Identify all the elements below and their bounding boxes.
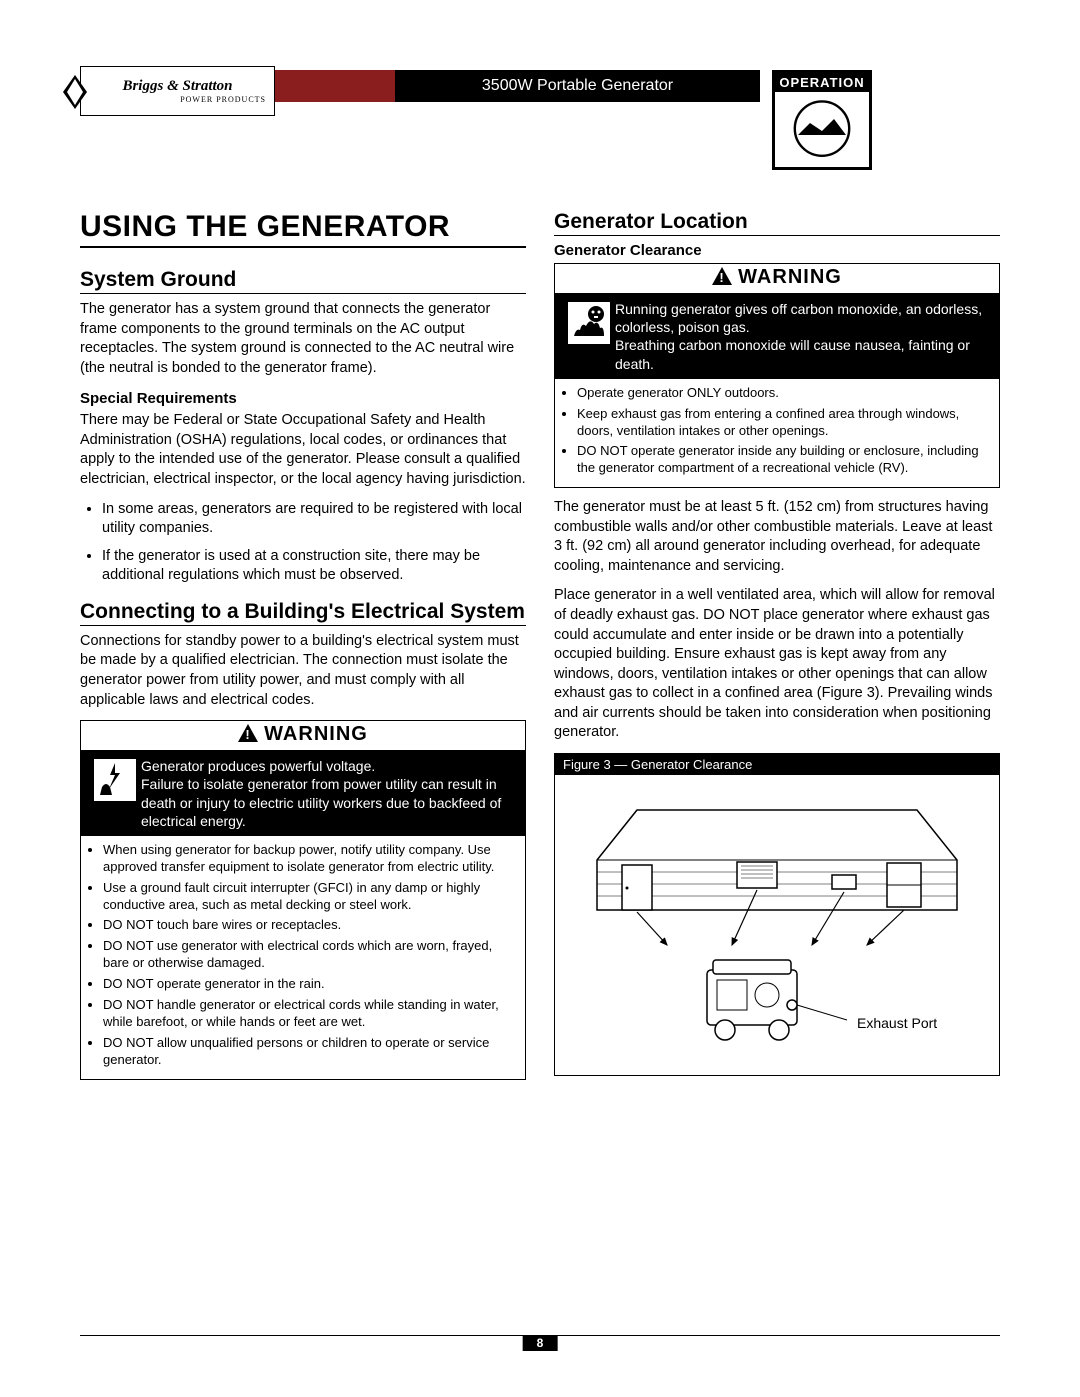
- page-number: 8: [523, 1335, 558, 1351]
- warning-bullet-list: When using generator for backup power, n…: [81, 836, 525, 1079]
- warning-header: ! WARNING: [81, 721, 525, 751]
- gen-location-heading: Generator Location: [554, 210, 1000, 236]
- list-item: Keep exhaust gas from entering a confine…: [577, 406, 989, 440]
- brand-subtext: POWER PRODUCTS: [180, 95, 266, 104]
- warning-label: WARNING: [738, 266, 842, 288]
- warning-top-panel: Running generator gives off carbon monox…: [555, 294, 999, 379]
- list-item: DO NOT touch bare wires or receptacles.: [103, 917, 515, 934]
- figure-body: Exhaust Port: [555, 775, 999, 1075]
- alert-triangle-icon: !: [712, 267, 732, 285]
- header-red-accent: [275, 70, 395, 102]
- warning-header: ! WARNING: [555, 264, 999, 294]
- special-req-heading: Special Requirements: [80, 390, 526, 407]
- system-ground-para: The generator has a system ground that c…: [80, 300, 526, 378]
- list-item: DO NOT operate generator in the rain.: [103, 976, 515, 993]
- page-header: Briggs & Stratton POWER PRODUCTS 3500W P…: [80, 70, 1000, 180]
- connecting-para: Connections for standby power to a build…: [80, 632, 526, 710]
- warning-carbon-monoxide: ! WARNING Running generator gives off car…: [554, 263, 1000, 488]
- section-badge: OPERATION: [772, 70, 872, 170]
- connecting-heading: Connecting to a Building's Electrical Sy…: [80, 600, 526, 626]
- list-item: DO NOT handle generator or electrical co…: [103, 997, 515, 1031]
- warning-voltage: ! WARNING Generator produces powerful vol…: [80, 720, 526, 1079]
- list-item: Operate generator ONLY outdoors.: [577, 385, 989, 402]
- left-column: USING THE GENERATOR System Ground The ge…: [80, 210, 526, 1090]
- shock-hand-icon: [89, 757, 141, 803]
- svg-text:!: !: [245, 727, 250, 742]
- warning-bullet-list: Operate generator ONLY outdoors. Keep ex…: [555, 379, 999, 487]
- list-item: DO NOT allow unqualified persons or chil…: [103, 1035, 515, 1069]
- list-item: When using generator for backup power, n…: [103, 842, 515, 876]
- special-req-para: There may be Federal or State Occupation…: [80, 411, 526, 489]
- list-item: If the generator is used at a constructi…: [102, 547, 526, 586]
- list-item: DO NOT operate generator inside any buil…: [577, 443, 989, 477]
- warning-label: WARNING: [264, 723, 368, 745]
- warning-line: Breathing carbon monoxide will cause nau…: [615, 336, 991, 372]
- figure-caption: Figure 3 — Generator Clearance: [555, 754, 999, 775]
- clearance-para-2: Place generator in a well ventilated are…: [554, 586, 1000, 743]
- list-item: In some areas, generators are required t…: [102, 500, 526, 539]
- warning-line: Failure to isolate generator from power …: [141, 775, 517, 830]
- operation-icon: [782, 92, 862, 162]
- warning-top-panel: Generator produces powerful voltage. Fai…: [81, 751, 525, 836]
- special-req-list: In some areas, generators are required t…: [102, 500, 526, 586]
- page-footer: 8: [80, 1335, 1000, 1355]
- header-product-title: 3500W Portable Generator: [395, 70, 760, 102]
- right-column: Generator Location Generator Clearance !…: [554, 210, 1000, 1090]
- brand-logo: Briggs & Stratton POWER PRODUCTS: [80, 66, 275, 116]
- toxic-fumes-icon: [563, 300, 615, 346]
- exhaust-port-label: Exhaust Port: [857, 1015, 937, 1031]
- warning-line: Generator produces powerful voltage.: [141, 757, 517, 775]
- generator-clearance-diagram: Exhaust Port: [577, 780, 977, 1070]
- alert-triangle-icon: !: [238, 724, 258, 742]
- clearance-para-1: The generator must be at least 5 ft. (15…: [554, 498, 1000, 576]
- gen-clearance-heading: Generator Clearance: [554, 242, 1000, 259]
- list-item: Use a ground fault circuit interrupter (…: [103, 880, 515, 914]
- system-ground-heading: System Ground: [80, 268, 526, 294]
- warning-top-text: Running generator gives off carbon monox…: [615, 300, 991, 373]
- warning-line: Running generator gives off carbon monox…: [615, 300, 991, 336]
- main-title: USING THE GENERATOR: [80, 210, 526, 248]
- svg-text:!: !: [719, 270, 724, 285]
- warning-top-text: Generator produces powerful voltage. Fai…: [141, 757, 517, 830]
- header-bar: Briggs & Stratton POWER PRODUCTS 3500W P…: [80, 70, 760, 116]
- figure-3: Figure 3 — Generator Clearance: [554, 753, 1000, 1076]
- list-item: DO NOT use generator with electrical cor…: [103, 938, 515, 972]
- section-badge-label: OPERATION: [775, 73, 869, 92]
- content-columns: USING THE GENERATOR System Ground The ge…: [80, 210, 1000, 1090]
- brand-text: Briggs & Stratton: [122, 78, 232, 95]
